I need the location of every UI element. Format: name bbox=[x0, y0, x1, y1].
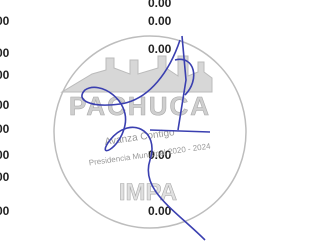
stamp: PACHUCA Avanza Contigo Presidencia Munic… bbox=[0, 0, 252, 244]
document-page: 0.000.000.000.000.000.000.000.000.000.00… bbox=[0, 0, 252, 244]
stamp-bottom: IMPA bbox=[119, 179, 177, 206]
stamp-city: PACHUCA bbox=[69, 91, 211, 121]
